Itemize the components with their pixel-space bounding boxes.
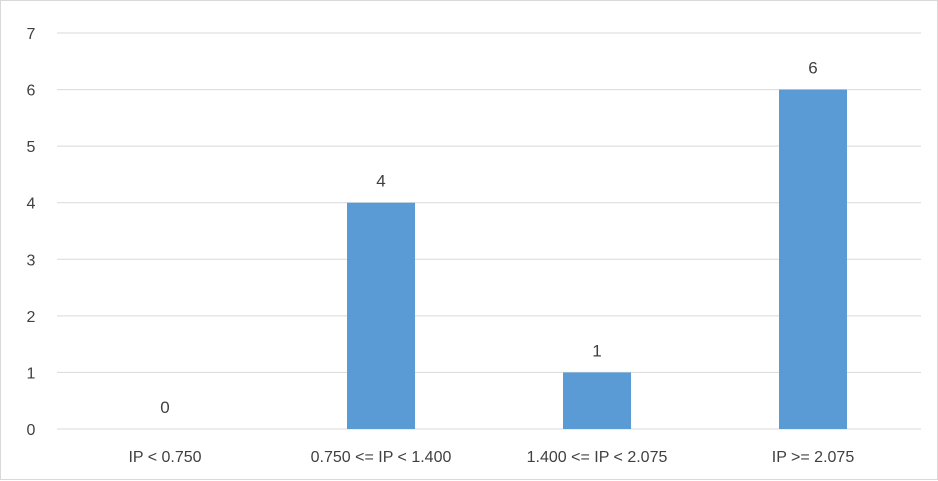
data-label-3: 6 [808, 59, 817, 78]
y-tick-label-5: 5 [27, 139, 36, 156]
y-axis-ticks: 0 1 2 3 4 5 6 7 [27, 26, 36, 439]
y-tick-label-1: 1 [27, 365, 36, 382]
bar-3 [779, 89, 847, 430]
y-tick-label-4: 4 [27, 196, 36, 213]
bar-1 [347, 202, 415, 429]
y-tick-label-6: 6 [27, 83, 36, 100]
category-label-1: 0.750 <= IP < 1.400 [311, 449, 452, 466]
data-label-2: 1 [592, 341, 601, 360]
bars [347, 89, 847, 430]
y-tick-label-7: 7 [27, 26, 36, 43]
data-label-1: 4 [376, 172, 385, 191]
y-tick-label-0: 0 [27, 422, 36, 439]
bar-2 [563, 372, 631, 429]
gridlines [57, 32, 921, 430]
category-label-3: IP >= 2.075 [772, 449, 855, 466]
x-axis-categories: IP < 0.750 0.750 <= IP < 1.400 1.400 <= IP… [128, 449, 854, 466]
y-tick-label-2: 2 [27, 309, 36, 326]
y-tick-label-3: 3 [27, 252, 36, 269]
data-label-0: 0 [160, 398, 169, 417]
category-label-2: 1.400 <= IP < 2.075 [527, 449, 668, 466]
data-labels: 0 4 1 6 [160, 59, 817, 417]
category-label-0: IP < 0.750 [128, 449, 201, 466]
